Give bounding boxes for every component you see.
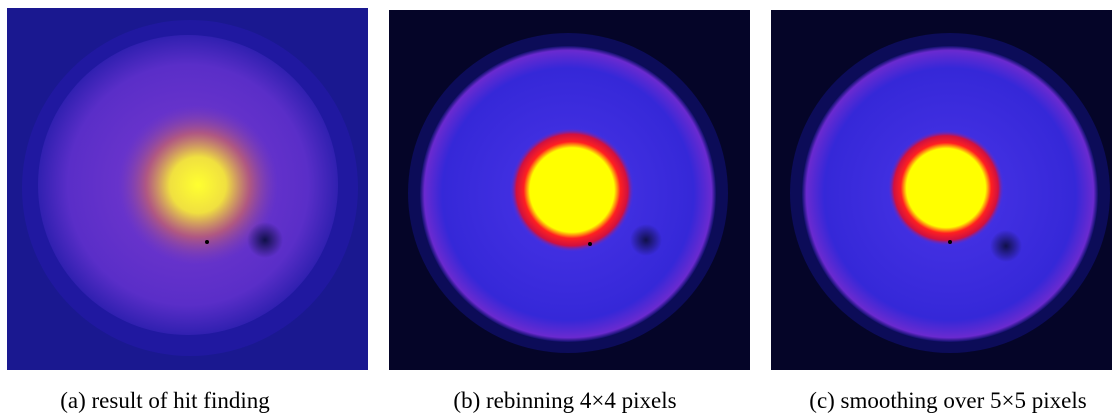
image-c — [771, 10, 1112, 370]
caption: (b) rebinning 4×4 pixels — [453, 388, 676, 413]
caption: (c) smoothing over 5×5 pixels — [809, 388, 1086, 413]
caption: (a) result of hit finding — [60, 388, 270, 413]
image-a — [7, 8, 368, 370]
image-b — [389, 10, 750, 370]
